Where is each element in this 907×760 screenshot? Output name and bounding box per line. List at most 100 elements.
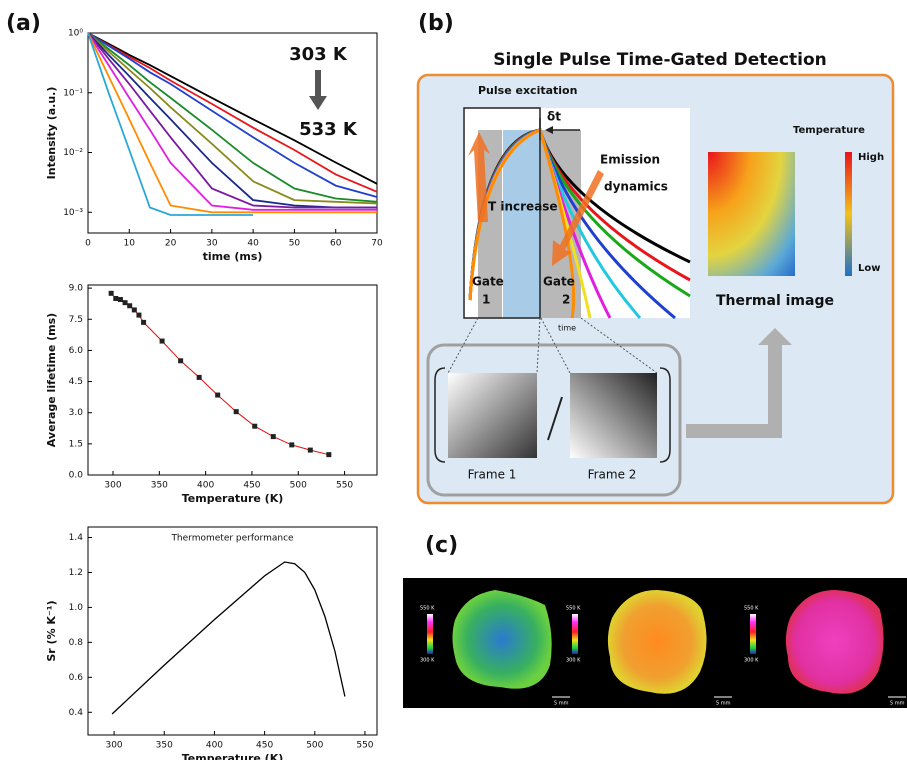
x-tick-label: 400 <box>197 481 214 491</box>
frame-image <box>448 373 537 458</box>
label: dynamics <box>604 180 668 194</box>
point <box>289 442 294 447</box>
y-tick-label: 0.8 <box>69 638 84 648</box>
point <box>109 291 114 296</box>
arrow-head <box>309 96 327 110</box>
point <box>141 320 146 325</box>
x-tick-label: 500 <box>290 481 307 491</box>
point <box>252 424 257 429</box>
figure: (a) (b) (c) Single Pulse Time-Gated Dete… <box>0 0 907 760</box>
label: 1 <box>482 293 490 307</box>
x-tick-label: 550 <box>336 481 353 491</box>
x-tick-label: 0 <box>85 239 91 249</box>
x-tick-label: 350 <box>156 741 173 751</box>
label: Low <box>858 263 880 274</box>
x-tick-label: 300 <box>104 481 121 491</box>
x-tick-label: 40 <box>247 239 259 249</box>
y-tick-label: 0.6 <box>69 673 84 683</box>
label: time <box>558 324 576 333</box>
colorbar <box>427 614 433 654</box>
point <box>271 434 276 439</box>
label: 300 K <box>566 658 581 664</box>
x-tick-label: 500 <box>306 741 323 751</box>
y-tick-label: 9.0 <box>69 284 84 294</box>
x-tick-label: 450 <box>243 481 260 491</box>
annotation: 533 K <box>299 119 358 140</box>
y-axis-label: Average lifetime (ms) <box>45 313 58 447</box>
y-tick-label: 1.5 <box>69 439 83 449</box>
y-tick-label: 7.5 <box>69 315 83 325</box>
annotation: 303 K <box>289 44 348 65</box>
label: 5 mm <box>890 701 905 707</box>
panel-label: (c) <box>425 533 458 558</box>
point <box>234 409 239 414</box>
label: 550 K <box>744 606 759 612</box>
point <box>178 358 183 363</box>
y-tick-label: 1.0 <box>69 603 84 613</box>
label: Gate <box>543 275 575 289</box>
label: 5 mm <box>716 701 731 707</box>
point <box>215 393 220 398</box>
label: Gate <box>472 275 504 289</box>
colorbar <box>750 614 756 654</box>
point <box>136 313 141 318</box>
chart-title: Thermometer performance <box>170 534 294 544</box>
label: 550 K <box>420 606 435 612</box>
x-tick-label: 60 <box>330 239 342 249</box>
label: Frame 1 <box>468 468 517 482</box>
point <box>118 297 123 302</box>
label: Pulse excitation <box>478 84 577 97</box>
x-tick-label: 70 <box>371 239 383 249</box>
y-tick-label: 0.4 <box>69 708 84 718</box>
label: T increase <box>488 200 558 214</box>
point <box>123 300 128 305</box>
point <box>197 375 202 380</box>
x-tick-label: 300 <box>105 741 122 751</box>
point <box>127 303 132 308</box>
point <box>326 452 331 457</box>
label: 550 K <box>566 606 581 612</box>
x-tick-label: 450 <box>256 741 273 751</box>
x-axis-label: time (ms) <box>203 250 263 263</box>
y-tick-label: 10⁻¹ <box>63 88 83 98</box>
sample-image <box>453 590 552 689</box>
sample-image <box>608 590 707 694</box>
label: Frame 2 <box>588 468 637 482</box>
y-tick-label: 1.4 <box>69 533 84 543</box>
plot-frame <box>88 285 377 475</box>
x-tick-label: 20 <box>165 239 177 249</box>
y-axis-label: Intensity (a.u.) <box>45 87 58 180</box>
point <box>113 296 118 301</box>
y-tick-label: 1.2 <box>69 568 83 578</box>
x-tick-label: 350 <box>151 481 168 491</box>
y-tick-label: 4.5 <box>69 377 83 387</box>
y-tick-label: 0.0 <box>69 471 84 481</box>
y-tick-label: 3.0 <box>69 408 84 418</box>
label: 2 <box>562 293 570 307</box>
y-axis-label: Sr (% K⁻¹) <box>45 600 58 661</box>
label: 300 K <box>744 658 759 664</box>
y-tick-label: 10⁻³ <box>63 208 83 218</box>
x-tick-label: 30 <box>206 239 218 249</box>
gate-1-window <box>503 130 541 318</box>
label: Thermal image <box>716 293 834 309</box>
diagram-title: Single Pulse Time-Gated Detection <box>493 50 827 70</box>
data-line <box>112 562 345 714</box>
x-axis-label: Temperature (K) <box>182 492 284 505</box>
x-tick-label: 10 <box>124 239 136 249</box>
plot-frame <box>88 527 377 735</box>
panel-label: (b) <box>418 11 454 36</box>
frame-image <box>570 373 657 458</box>
y-tick-label: 10⁻² <box>63 148 83 158</box>
point <box>160 339 165 344</box>
x-tick-label: 400 <box>206 741 223 751</box>
sample-image <box>786 590 884 694</box>
label: High <box>858 152 884 163</box>
label: δt <box>547 110 561 124</box>
label: 300 K <box>420 658 435 664</box>
point <box>132 307 137 312</box>
x-axis-label: Temperature (K) <box>182 752 284 760</box>
label: Emission <box>600 153 660 167</box>
point <box>308 448 313 453</box>
y-tick-label: 10⁰ <box>68 29 83 39</box>
